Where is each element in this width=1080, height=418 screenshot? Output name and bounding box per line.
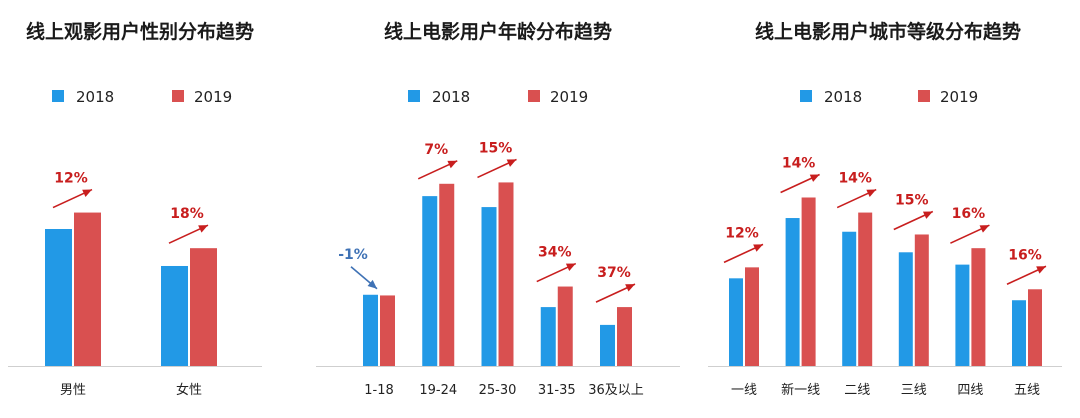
x-tick-label: 四线 [957,383,983,398]
legend-swatch-2018 [408,90,420,102]
growth-label: 12% [54,171,88,187]
x-tick-label: 男性 [60,383,86,398]
x-tick-label: 25-30 [479,383,517,398]
arrow-head [922,211,933,219]
legend-swatch-2018 [52,90,64,102]
x-tick-label: 1-18 [364,383,394,398]
arrow-head [866,189,877,197]
bar-2019 [557,286,573,366]
bar-2019 [745,267,759,366]
x-tick-label: 五线 [1014,383,1040,398]
legend-swatch-2019 [918,90,930,102]
bar-2018 [842,231,857,366]
bar-2019 [858,212,873,366]
x-tick-label: 一线 [731,383,757,398]
bar-2019 [380,295,395,366]
bar-2018 [898,252,913,366]
growth-label: 16% [1008,247,1042,263]
arrow-head [447,160,458,169]
growth-label: 15% [479,140,513,156]
growth-label: 14% [782,155,816,171]
bar-2019 [439,183,455,366]
chart-city-tier: 线上电影用户城市等级分布趋势 2018 2019 一线 12% 新一线 14% 二线 14… [708,20,1062,398]
x-tick-label: 36及以上 [588,383,644,398]
legend-label-2019: 2019 [194,88,232,106]
bar-2019 [190,248,217,366]
growth-label: 14% [838,171,872,187]
x-tick-label: 19-24 [419,383,457,398]
growth-label: 18% [170,206,204,222]
bar-2019 [498,182,514,366]
arrow-head [506,159,517,167]
arrow-head [82,189,92,197]
legend-swatch-2018 [800,90,812,102]
bar-2019 [801,197,816,366]
growth-label: 16% [952,206,986,222]
bar-2018 [45,229,72,366]
legend-label-2019: 2019 [550,88,588,106]
legend-label-2018: 2018 [432,88,470,106]
bar-2019 [914,234,929,366]
chart-title: 线上电影用户城市等级分布趋势 [755,20,1021,43]
arrow-head [565,263,576,271]
growth-label: 34% [538,245,572,261]
chart-gender: 线上观影用户性别分布趋势 2018 2019 男性 12% 女性 18% [8,20,262,398]
legend-label-2018: 2018 [824,88,862,106]
growth-label: 7% [424,142,448,158]
x-tick-label: 二线 [844,383,870,398]
arrow-head [753,244,763,252]
x-tick-label: 31-35 [538,383,576,398]
bar-2018 [729,278,743,366]
bar-2018 [1012,300,1026,366]
bar-2018 [600,324,615,366]
chart-age: 线上电影用户年龄分布趋势 2018 2019 1-18 -1% 19-24 7% 25-… [316,20,680,398]
bar-2018 [785,218,800,366]
bar-2018 [955,264,970,366]
growth-label: 37% [597,265,631,281]
legend-label-2018: 2018 [76,88,114,106]
arrow-head [367,279,377,289]
arrow-head [1036,266,1046,274]
arrow-head [625,284,635,292]
growth-label: 12% [725,225,759,241]
arrow-head [809,174,820,182]
bar-2018 [161,265,188,366]
bar-2019 [74,212,101,366]
x-tick-label: 女性 [176,382,202,398]
x-tick-label: 新一线 [781,382,820,398]
arrow-head [979,225,990,233]
plot-area: 1-18 -1% 19-24 7% 25-30 15% 31-35 34% 36及以上 37% [316,140,680,398]
chart-title: 线上电影用户年龄分布趋势 [384,20,612,43]
growth-label: -1% [338,247,368,263]
legend-swatch-2019 [172,90,184,102]
x-tick-label: 三线 [901,383,927,398]
bar-2019 [617,307,632,366]
bar-2018 [481,207,497,366]
bar-2019 [1028,289,1042,366]
chart-title: 线上观影用户性别分布趋势 [26,20,254,43]
plot-area: 男性 12% 女性 18% [8,171,262,398]
plot-area: 一线 12% 新一线 14% 二线 14% 三线 15% 四线 16% 五线 16% [708,155,1062,398]
legend-swatch-2019 [528,90,540,102]
bar-2019 [971,248,986,366]
arrow-head [198,225,208,233]
bar-2018 [422,196,438,366]
growth-label: 15% [895,192,929,208]
bar-2018 [363,294,378,366]
legend-label-2019: 2019 [940,88,978,106]
bar-2018 [540,307,556,366]
